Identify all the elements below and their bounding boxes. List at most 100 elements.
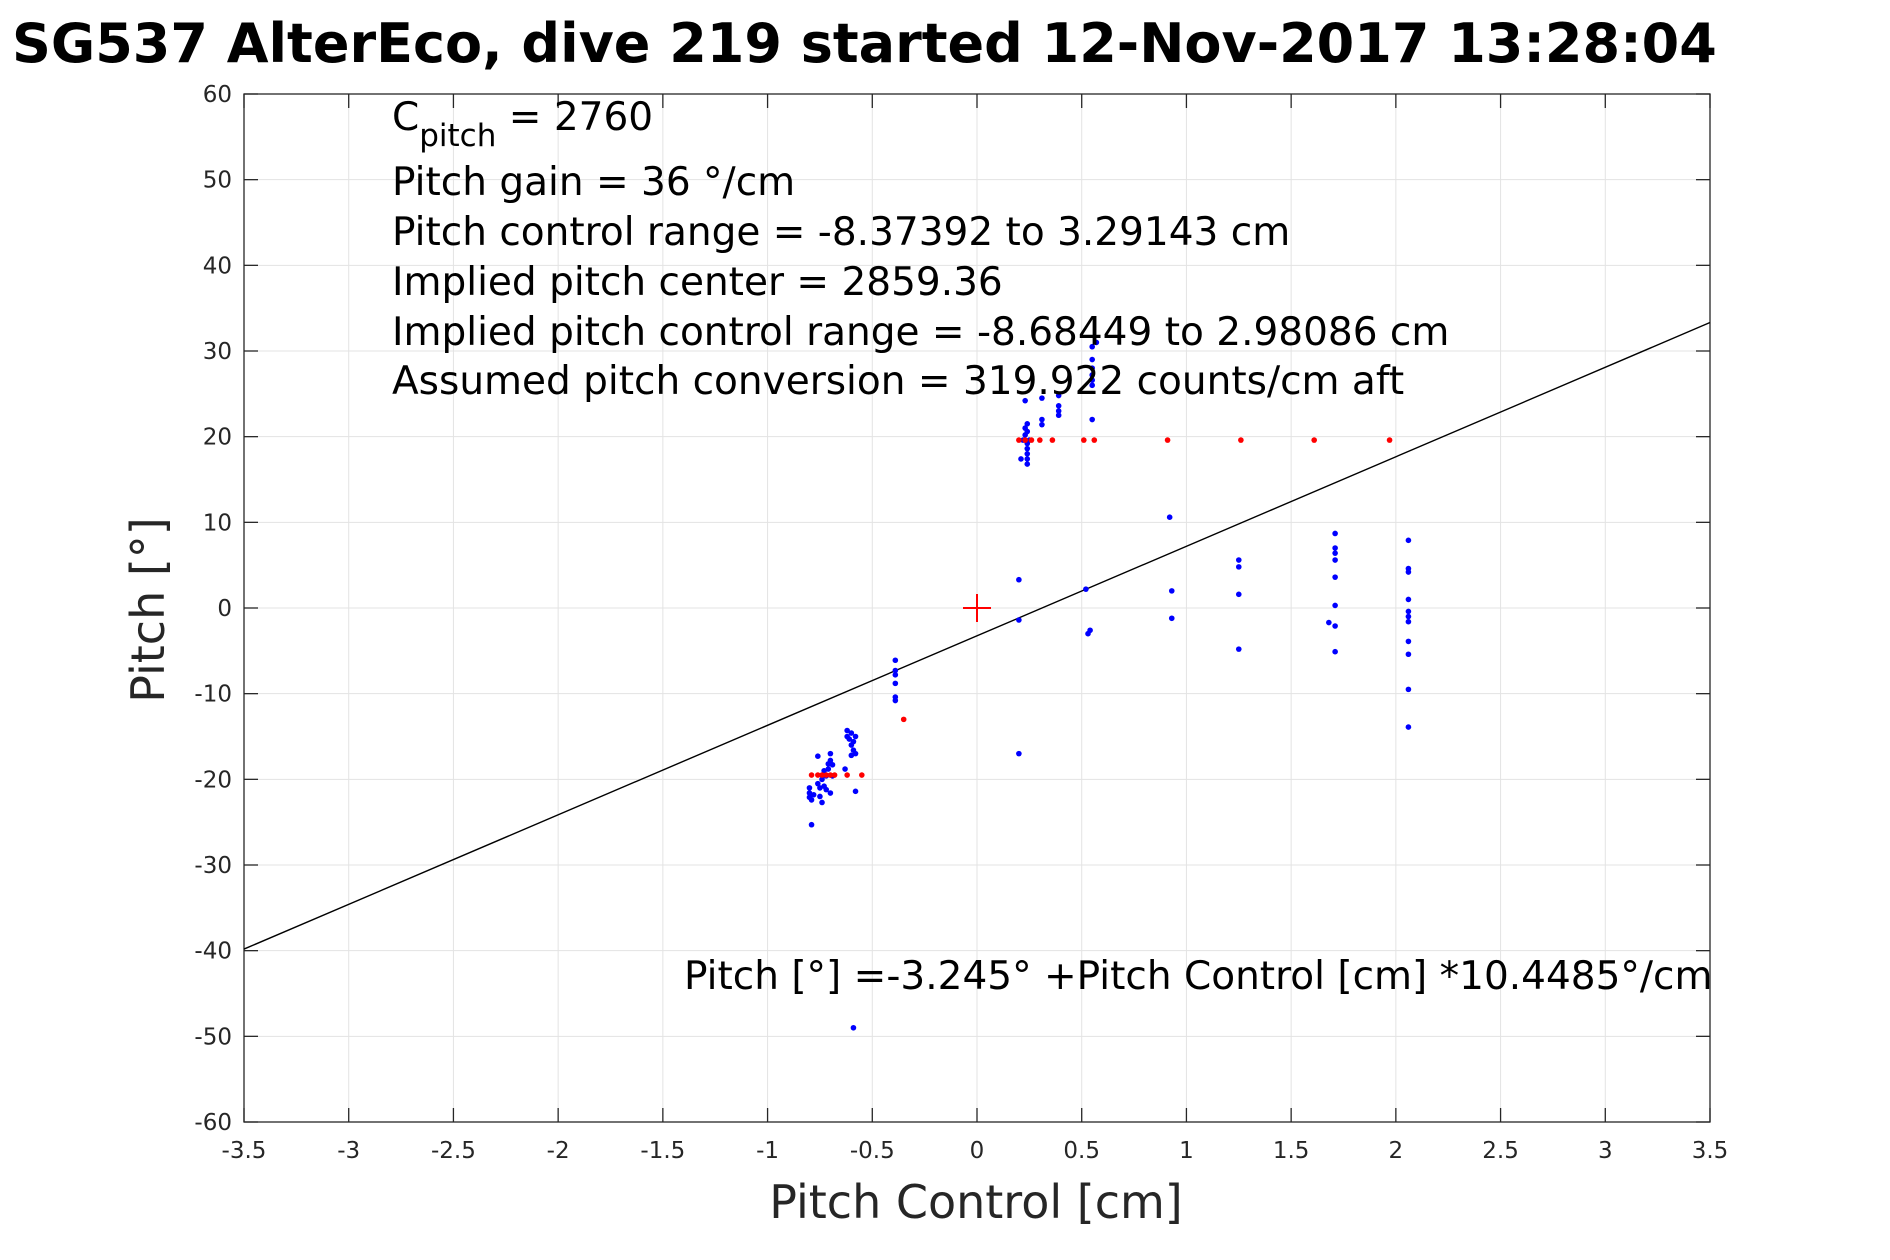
data-point <box>852 750 859 757</box>
chart-title: SG537 AlterEco, dive 219 started 12-Nov-… <box>12 12 1717 75</box>
center-marker-group <box>963 594 991 622</box>
x-tick-label: 3 <box>1598 1138 1613 1164</box>
data-point <box>1235 564 1242 570</box>
x-tick-label: 3.5 <box>1692 1138 1729 1164</box>
data-point <box>827 757 834 764</box>
annotation-fit-equation: Pitch [°] =-3.245° +Pitch Control [cm] *… <box>684 954 1712 999</box>
data-point <box>1022 437 1028 443</box>
y-tick-label: -40 <box>194 939 232 965</box>
data-point <box>1055 403 1062 409</box>
x-tick-label: -3.5 <box>222 1138 267 1164</box>
data-point <box>1016 617 1022 623</box>
data-point <box>850 1024 857 1031</box>
data-point <box>1166 514 1173 520</box>
data-point <box>1164 437 1171 443</box>
data-point <box>831 772 838 778</box>
data-point <box>1024 456 1031 462</box>
x-tick-label: -2.5 <box>431 1138 476 1164</box>
y-tick-label: 30 <box>203 339 232 365</box>
data-point <box>1168 615 1175 622</box>
data-point <box>1405 638 1412 645</box>
x-tick-label: 0.5 <box>1063 1138 1100 1164</box>
x-tick-label: -3 <box>337 1138 360 1164</box>
x-tick-label: -1.5 <box>640 1138 685 1164</box>
y-tick-label: 60 <box>203 82 232 108</box>
data-point <box>1028 437 1035 443</box>
annotation-implied-control-range: Implied pitch control range = -8.68449 t… <box>392 310 1449 355</box>
data-point <box>819 772 825 778</box>
data-point <box>1332 557 1338 563</box>
data-point <box>1091 437 1098 443</box>
data-point <box>1332 602 1338 609</box>
y-tick-label: 10 <box>203 510 232 536</box>
y-tick-label: 20 <box>203 425 232 451</box>
data-point <box>1081 437 1087 443</box>
y-tick-label: 50 <box>203 168 232 194</box>
data-point <box>808 797 815 803</box>
data-point <box>1168 588 1175 594</box>
y-tick-label: 0 <box>217 596 232 622</box>
data-point <box>1055 408 1062 414</box>
data-point <box>1332 623 1338 629</box>
data-point <box>848 730 855 736</box>
x-tick-label: 1 <box>1179 1138 1194 1164</box>
data-point <box>1089 365 1095 371</box>
data-point <box>1024 461 1031 467</box>
data-point <box>817 793 823 800</box>
red-series <box>808 437 1393 778</box>
fit-line <box>243 321 1711 950</box>
data-point <box>1022 397 1028 404</box>
y-axis-label: Pitch [°] <box>121 517 175 703</box>
data-point <box>815 753 821 760</box>
data-point <box>1405 686 1412 693</box>
data-point <box>1055 412 1062 419</box>
data-point <box>1089 343 1095 350</box>
data-point <box>1089 416 1095 423</box>
data-point <box>848 752 855 759</box>
x-tick-label: 1.5 <box>1273 1138 1310 1164</box>
data-point <box>1238 437 1244 443</box>
x-tick-label: -1 <box>756 1138 779 1164</box>
data-point <box>1311 437 1317 443</box>
x-tick-label: -0.5 <box>850 1138 895 1164</box>
y-tick-label: -60 <box>194 1110 232 1136</box>
annotation-implied-pitch-center: Implied pitch center = 2859.36 <box>392 260 1003 305</box>
data-point <box>1037 437 1043 443</box>
data-point <box>1405 608 1412 615</box>
data-point <box>1332 648 1338 655</box>
data-point <box>815 780 821 787</box>
x-tick-label: -2 <box>547 1138 570 1164</box>
annotation-c-pitch: Cpitch = 2760 <box>392 95 653 154</box>
data-point <box>846 736 853 742</box>
y-tick-label: -30 <box>194 853 232 879</box>
data-point <box>1039 416 1045 423</box>
axis-ticks <box>243 93 1711 1123</box>
data-point <box>1089 372 1095 378</box>
data-point <box>808 772 815 778</box>
data-point <box>1332 574 1338 580</box>
data-point <box>817 785 823 791</box>
data-point <box>1235 591 1242 598</box>
data-point <box>1087 627 1093 634</box>
data-point <box>850 738 857 745</box>
data-point <box>900 716 907 723</box>
data-point <box>1039 395 1045 401</box>
x-tick-label: 2 <box>1389 1138 1404 1164</box>
data-point <box>1332 530 1338 537</box>
data-point <box>1024 445 1031 452</box>
data-point <box>808 821 815 828</box>
data-point <box>892 672 899 678</box>
data-point <box>1405 537 1412 544</box>
data-point <box>806 790 813 796</box>
data-point <box>821 767 827 774</box>
y-tick-labels: -60 -50 -40 -30 -20 -10 0 10 20 30 40 50 60 <box>194 82 232 1136</box>
data-point <box>844 727 850 734</box>
x-tick-label: 0 <box>970 1138 985 1164</box>
data-point <box>1332 550 1338 556</box>
data-point <box>1089 382 1095 389</box>
x-tick-label: 2.5 <box>1482 1138 1519 1164</box>
data-point <box>823 786 830 793</box>
data-point <box>1089 356 1095 363</box>
y-tick-label: -20 <box>194 767 232 793</box>
annotation-pitch-conversion: Assumed pitch conversion = 319.922 count… <box>392 359 1404 404</box>
